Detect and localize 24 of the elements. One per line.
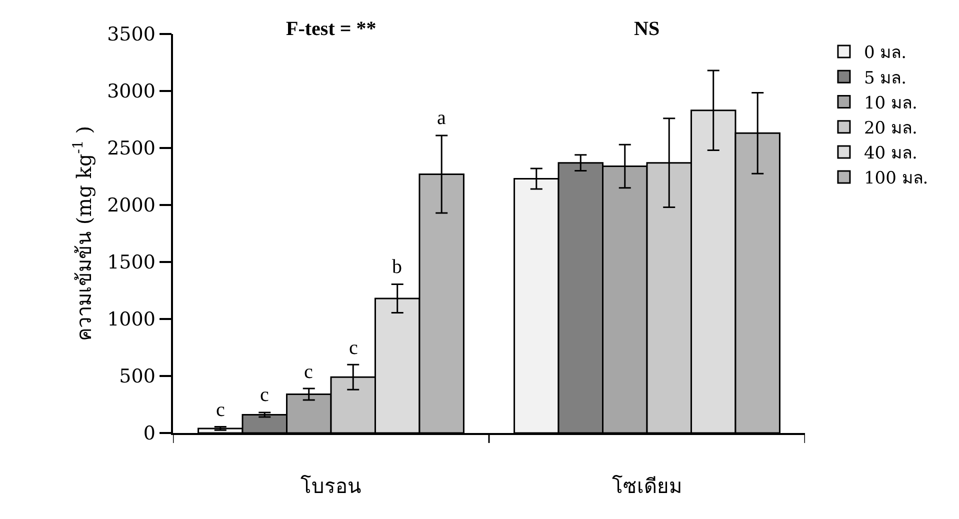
y-tick-label: 2500: [107, 138, 156, 160]
y-tick-label: 1000: [107, 308, 156, 331]
legend-label: 0 มล.: [864, 43, 907, 64]
data-label: c: [216, 399, 225, 421]
data-label: c: [304, 361, 313, 383]
y-tick-label: 3000: [107, 80, 156, 103]
data-label: b: [392, 256, 402, 278]
annotation: F-test = **: [286, 18, 376, 40]
legend-label: 100 มล.: [864, 168, 928, 189]
y-tick-label: 0: [143, 422, 156, 445]
x-tick-label: โซเดียม: [612, 474, 682, 498]
legend-label: 20 มล.: [864, 118, 918, 138]
x-tick-label: โบรอน: [300, 474, 362, 498]
data-label: c: [260, 384, 269, 406]
y-tick-label: 2000: [107, 194, 156, 217]
y-tick-label: 3500: [107, 24, 156, 46]
data-label: a: [437, 107, 446, 129]
y-tick-label: 1500: [107, 252, 156, 274]
y-tick-label: 500: [119, 366, 156, 388]
legend-label: 40 มล.: [864, 144, 918, 164]
legend-label: 10 มล.: [864, 93, 918, 114]
legend-label: 5 มล.: [864, 68, 907, 88]
annotation: NS: [634, 18, 660, 40]
data-label: c: [349, 337, 358, 359]
